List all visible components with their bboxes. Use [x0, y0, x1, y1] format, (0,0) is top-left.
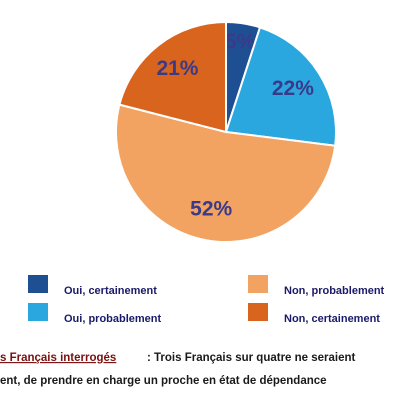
legend-label: Non, certainement	[284, 313, 380, 325]
footnote-text: : Trois Français sur quatre ne seraient	[147, 352, 356, 364]
legend-swatch	[28, 275, 48, 293]
data-label: 5%	[225, 30, 256, 53]
pie-slice	[224, 26, 337, 147]
data-label: 21%	[156, 57, 198, 80]
pie-slice	[118, 20, 227, 134]
legend-swatch	[28, 303, 48, 321]
pie-slice	[115, 103, 337, 243]
footnote-text: ent, de prendre en charge un proche en é…	[0, 375, 327, 387]
legend-label: Non, probablement	[284, 285, 385, 297]
legend-swatch	[248, 275, 268, 293]
footnote-lead: s Français interrogés	[0, 352, 116, 364]
data-label: 52%	[190, 197, 232, 220]
legend-label: Oui, probablement	[64, 313, 162, 325]
legend-label: Oui, certainement	[64, 285, 157, 297]
data-label: 22%	[272, 77, 314, 100]
legend-swatch	[248, 303, 268, 321]
